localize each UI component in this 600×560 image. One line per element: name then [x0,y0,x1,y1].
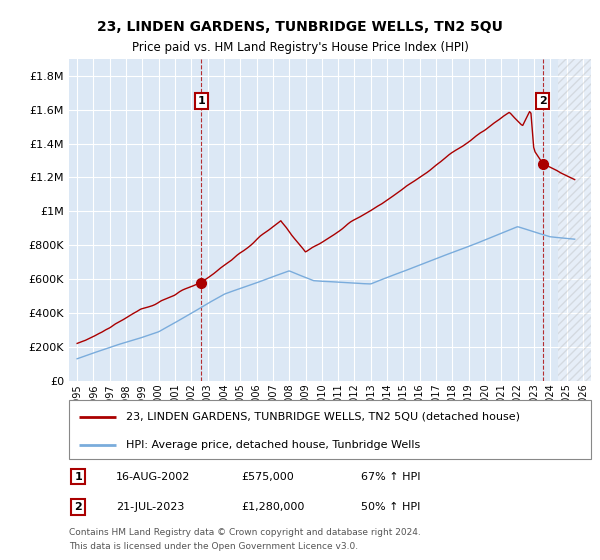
Text: 23, LINDEN GARDENS, TUNBRIDGE WELLS, TN2 5QU: 23, LINDEN GARDENS, TUNBRIDGE WELLS, TN2… [97,20,503,34]
Text: This data is licensed under the Open Government Licence v3.0.: This data is licensed under the Open Gov… [69,542,358,550]
Text: 23, LINDEN GARDENS, TUNBRIDGE WELLS, TN2 5QU (detached house): 23, LINDEN GARDENS, TUNBRIDGE WELLS, TN2… [127,412,520,422]
Text: £575,000: £575,000 [241,472,294,482]
Text: Price paid vs. HM Land Registry's House Price Index (HPI): Price paid vs. HM Land Registry's House … [131,41,469,54]
Text: 16-AUG-2002: 16-AUG-2002 [116,472,190,482]
Text: £1,280,000: £1,280,000 [241,502,305,512]
Text: 21-JUL-2023: 21-JUL-2023 [116,502,184,512]
Text: 1: 1 [197,96,205,106]
Text: 1: 1 [74,472,82,482]
FancyBboxPatch shape [69,400,591,459]
Bar [559,59,591,381]
Text: 50% ↑ HPI: 50% ↑ HPI [361,502,421,512]
Text: HPI: Average price, detached house, Tunbridge Wells: HPI: Average price, detached house, Tunb… [127,440,421,450]
Text: Contains HM Land Registry data © Crown copyright and database right 2024.: Contains HM Land Registry data © Crown c… [69,528,421,536]
Text: 2: 2 [539,96,547,106]
Text: 67% ↑ HPI: 67% ↑ HPI [361,472,421,482]
Text: 2: 2 [74,502,82,512]
